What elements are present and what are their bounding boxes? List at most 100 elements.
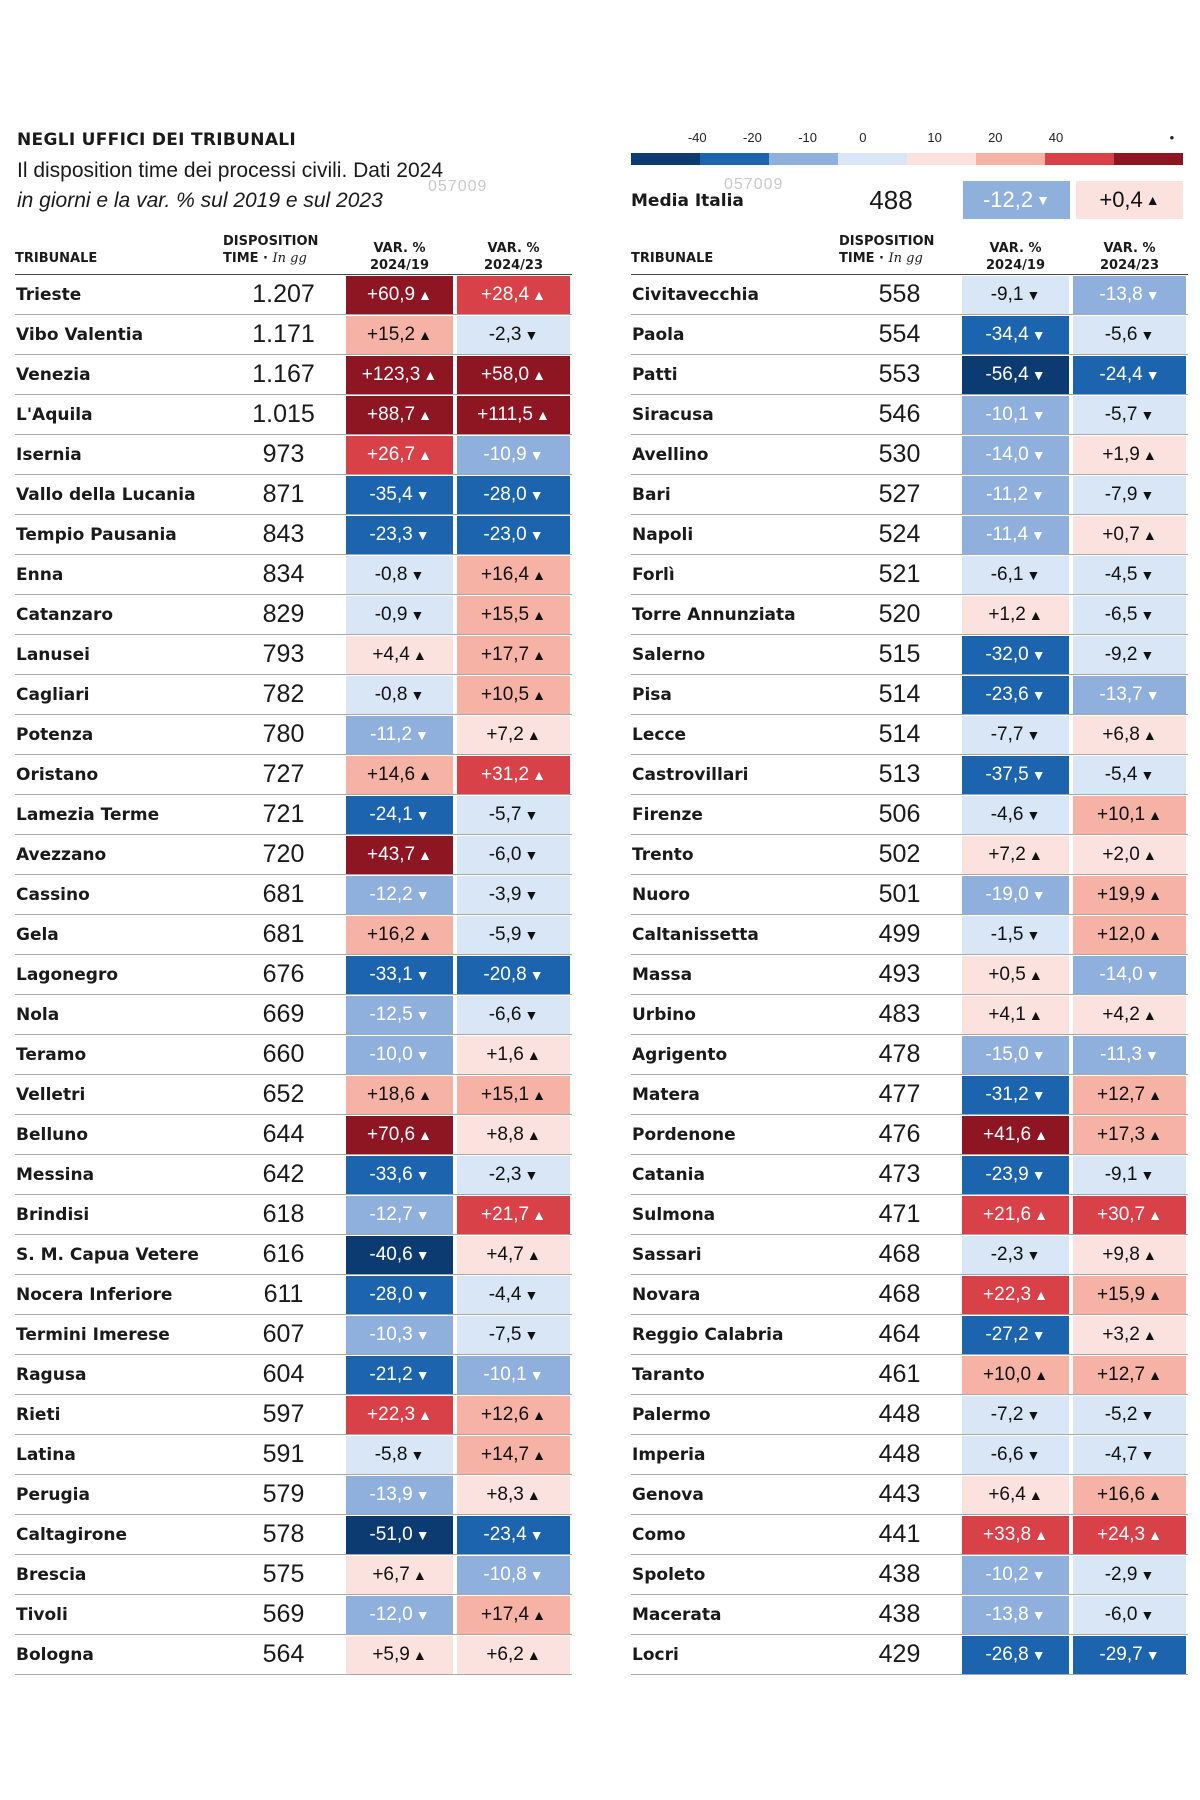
var-2019-cell: -10,3 ▼ (344, 1314, 455, 1355)
variation-badge: +58,0 ▲ (457, 355, 570, 394)
triangle-down-icon: ▼ (529, 1366, 544, 1383)
table-row: Forlì 521 -6,1 ▼ -4,5 ▼ (631, 554, 1188, 595)
variation-badge: -6,1 ▼ (962, 555, 1069, 594)
var-2023-cell: -29,7 ▼ (1071, 1634, 1188, 1675)
variation-value: -5,6 (1104, 323, 1138, 345)
variation-value: +8,8 (486, 1123, 524, 1145)
variation-badge: -2,3 ▼ (962, 1235, 1069, 1274)
var-2019-cell: -26,8 ▼ (960, 1634, 1071, 1675)
variation-badge: -26,8 ▼ (962, 1635, 1069, 1674)
variation-badge: -24,4 ▼ (1073, 355, 1186, 394)
triangle-down-icon: ▼ (1026, 1446, 1041, 1463)
table-row: Siracusa 546 -10,1 ▼ -5,7 ▼ (631, 394, 1188, 435)
variation-value: -13,8 (1099, 283, 1143, 305)
variation-badge: +12,7 ▲ (1073, 1355, 1186, 1394)
variation-value: +4,7 (486, 1243, 524, 1265)
tribunale-name: Bari (631, 474, 827, 515)
tribunale-name: Caltagirone (15, 1514, 211, 1555)
tribunale-name: Caltanissetta (631, 914, 827, 955)
page-subtitle: Il disposition time dei processi civili.… (17, 156, 537, 216)
variation-badge: -32,0 ▼ (962, 635, 1069, 674)
disposition-time-value: 681 (211, 874, 344, 915)
disposition-time-value: 611 (211, 1274, 344, 1315)
var-2019-cell: +14,6 ▲ (344, 754, 455, 795)
var-2023-cell: +21,7 ▲ (455, 1194, 572, 1235)
var-2019-cell: +0,5 ▲ (960, 954, 1071, 995)
variation-value: +2,0 (1102, 843, 1140, 865)
tribunale-name: Macerata (631, 1594, 827, 1635)
var-2019-cell: +7,2 ▲ (960, 834, 1071, 875)
variation-badge: -13,7 ▼ (1073, 675, 1186, 714)
table-row: Lagonegro 676 -33,1 ▼ -20,8 ▼ (15, 954, 572, 995)
variation-value: -5,9 (488, 923, 522, 945)
table-row: Paola 554 -34,4 ▼ -5,6 ▼ (631, 314, 1188, 355)
variation-badge: +18,6 ▲ (346, 1075, 453, 1114)
variation-value: -12,2 (369, 883, 413, 905)
var-2023-cell: +12,6 ▲ (455, 1394, 572, 1435)
variation-badge: +10,1 ▲ (1073, 795, 1186, 834)
variation-badge: -4,5 ▼ (1073, 555, 1186, 594)
triangle-up-icon: ▲ (532, 1406, 546, 1423)
var-2023-cell: -23,4 ▼ (455, 1514, 572, 1555)
variation-value: -19,0 (985, 883, 1029, 905)
variation-badge: -33,6 ▼ (346, 1155, 453, 1194)
triangle-up-icon: ▲ (1148, 1086, 1162, 1103)
triangle-up-icon: ▲ (526, 726, 541, 743)
var-2019-cell: +123,3 ▲ (344, 354, 455, 395)
variation-value: +0,5 (988, 963, 1026, 985)
disposition-time-value: 618 (211, 1194, 344, 1235)
variation-badge: -23,3 ▼ (346, 515, 453, 554)
disposition-time-value: 514 (827, 714, 960, 755)
disposition-time-value: 506 (827, 794, 960, 835)
variation-value: +16,6 (1097, 1483, 1146, 1505)
triangle-down-icon: ▼ (524, 326, 539, 343)
var-2019-cell: -23,9 ▼ (960, 1154, 1071, 1195)
variation-badge: +111,5 ▲ (457, 395, 570, 434)
variation-value: -5,8 (374, 1443, 408, 1465)
triangle-up-icon: ▲ (532, 686, 546, 703)
disposition-time-value: 476 (827, 1114, 960, 1155)
disposition-time-value: 502 (827, 834, 960, 875)
table-row: Tempio Pausania 843 -23,3 ▼ -23,0 ▼ (15, 514, 572, 555)
triangle-down-icon: ▼ (415, 1286, 430, 1303)
tribunale-name: Catania (631, 1154, 827, 1195)
var-2019-cell: -23,3 ▼ (344, 514, 455, 555)
triangle-down-icon: ▼ (415, 526, 430, 543)
disposition-time-value: 642 (211, 1154, 344, 1195)
variation-value: +21,7 (481, 1203, 530, 1225)
variation-value: +15,9 (1097, 1283, 1146, 1305)
triangle-up-icon: ▲ (532, 1206, 546, 1223)
variation-value: -6,6 (990, 1443, 1024, 1465)
variation-badge: +6,4 ▲ (962, 1475, 1069, 1514)
triangle-down-icon: ▼ (1145, 366, 1160, 383)
tribunale-name: Messina (15, 1154, 211, 1195)
var-2019-cell: +4,4 ▲ (344, 634, 455, 675)
variation-value: +88,7 (367, 403, 416, 425)
average-disposition-time: 488 (869, 185, 913, 215)
variation-badge: +17,7 ▲ (457, 635, 570, 674)
variation-badge: +10,5 ▲ (457, 675, 570, 714)
var-2023-cell: +2,0 ▲ (1071, 834, 1188, 875)
triangle-up-icon: ▲ (532, 1606, 546, 1623)
var-2023-cell: -6,0 ▼ (1071, 1594, 1188, 1635)
variation-badge: -10,3 ▼ (346, 1315, 453, 1354)
variation-value: -5,7 (1104, 403, 1138, 425)
variation-badge: -21,2 ▼ (346, 1355, 453, 1394)
variation-badge: -5,7 ▼ (457, 795, 570, 834)
table-row: Caltagirone 578 -51,0 ▼ -23,4 ▼ (15, 1514, 572, 1555)
disposition-time-value: 501 (827, 874, 960, 915)
triangle-down-icon: ▼ (1031, 1566, 1046, 1583)
var-2019-cell: -2,3 ▼ (960, 1234, 1071, 1275)
disposition-time-value: 438 (827, 1554, 960, 1595)
var-2019-cell: -4,6 ▼ (960, 794, 1071, 835)
variation-value: -28,0 (369, 1283, 413, 1305)
var-2019-cell: -13,9 ▼ (344, 1474, 455, 1515)
var-2023-cell: -24,4 ▼ (1071, 354, 1188, 395)
triangle-down-icon: ▼ (1140, 1446, 1155, 1463)
triangle-down-icon: ▼ (415, 1486, 430, 1503)
table-row: Spoleto 438 -10,2 ▼ -2,9 ▼ (631, 1554, 1188, 1595)
variation-badge: +15,5 ▲ (457, 595, 570, 634)
variation-badge: -20,8 ▼ (457, 955, 570, 994)
variation-badge: -40,6 ▼ (346, 1235, 453, 1274)
variation-badge: -31,2 ▼ (962, 1075, 1069, 1114)
